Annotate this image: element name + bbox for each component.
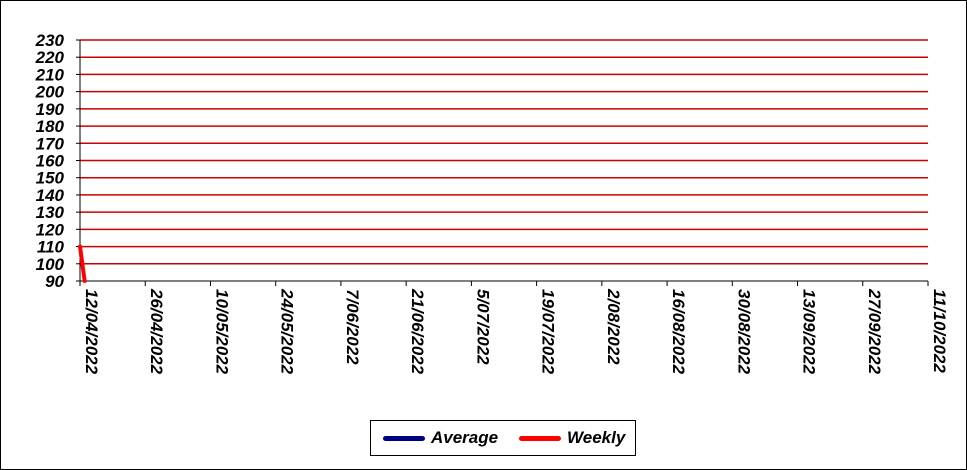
series-layer [78,244,87,283]
y-tick-label-230: 230 [35,31,65,50]
x-tick-label-5: 21/06/2022 [408,288,427,375]
y-tick-label-90: 90 [45,272,64,291]
legend-label-weekly: Weekly [567,428,626,447]
series-line-weekly [78,244,87,283]
legend-swatch-average [383,435,425,441]
legend-label-average: Average [431,428,499,447]
x-tick-label-1: 26/04/2022 [147,288,166,375]
y-tick-label-220: 220 [35,48,65,67]
x-tick-label-0: 12/04/2022 [82,289,101,375]
legend-swatch-weekly [519,435,561,441]
x-tick-label-10: 30/08/2022 [734,289,753,375]
legend-item-average: Average [383,421,498,455]
y-axis: 9010011012013014015016017018019020021022… [35,31,81,291]
x-tick-label-6: 5/07/2022 [473,289,492,365]
y-tick-label-160: 160 [36,152,65,171]
y-tick-label-180: 180 [36,117,65,136]
x-tick-label-7: 19/07/2022 [539,289,558,375]
y-tick-label-140: 140 [36,186,65,205]
grid-layer [80,39,928,265]
y-tick-label-210: 210 [35,65,65,84]
x-axis: 12/04/2022 26/04/2022 10/05/2022 24/05/2022… [79,280,949,375]
x-tick-label-12: 27/09/2022 [865,288,884,375]
x-tick-label-4: 7/06/2022 [343,289,362,365]
y-tick-label-170: 170 [36,134,65,153]
x-tick-label-2: 10/05/2022 [212,289,231,375]
y-tick-label-120: 120 [36,220,65,239]
y-tick-label-110: 110 [37,238,65,257]
legend-item-weekly: Weekly [519,421,625,455]
y-tick-label-100: 100 [36,255,65,274]
x-tick-label-8: 2/08/2022 [604,288,623,365]
y-tick-label-150: 150 [36,169,65,188]
x-tick-label-11: 13/09/2022 [800,289,819,375]
y-tick-label-200: 200 [35,83,65,102]
y-tick-label-130: 130 [36,203,65,222]
x-tick-label-9: 16/08/2022 [669,289,688,375]
x-tick-label-3: 24/05/2022 [278,288,297,375]
legend: Average Weekly [370,420,636,456]
y-tick-label-190: 190 [36,100,65,119]
x-tick-label-13: 11/10/2022 [930,289,949,373]
